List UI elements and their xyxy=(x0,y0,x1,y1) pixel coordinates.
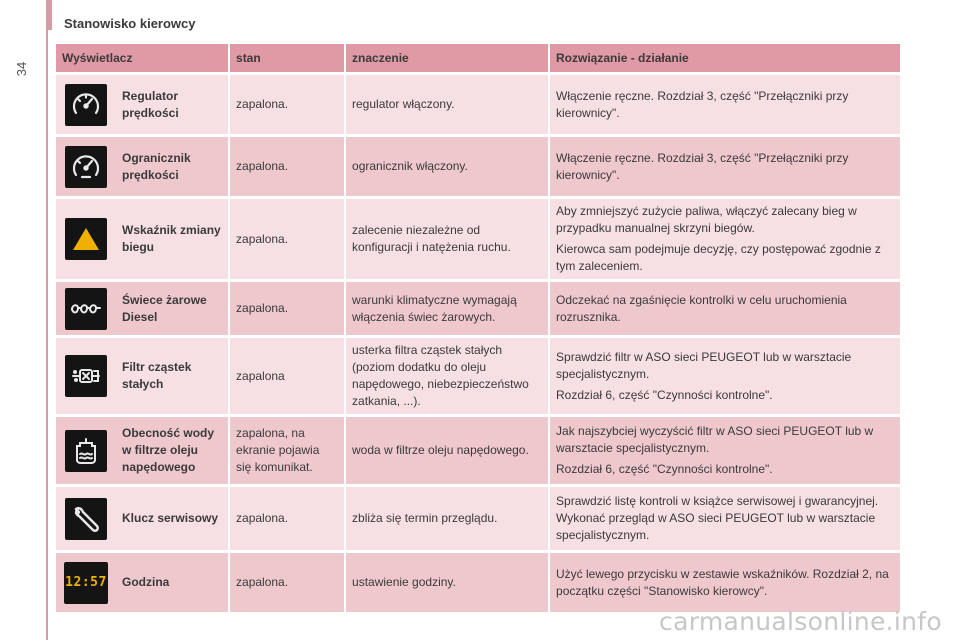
indicator-meaning: warunki klimatyczne wymagają włączenia ś… xyxy=(346,279,551,335)
wrench-icon xyxy=(65,497,107,540)
indicator-state: zapalona. xyxy=(230,279,347,335)
indicator-meaning: ustawienie godziny. xyxy=(346,550,551,612)
indicator-name: Filtr cząstek stałych xyxy=(116,335,231,414)
indicator-name: Regulator prędkości xyxy=(116,72,231,134)
indicator-state: zapalona. xyxy=(230,196,347,279)
table-row: 12:57 Godzina zapalona. ustawienie godzi… xyxy=(56,550,903,612)
indicator-solution: Sprawdzić filtr w ASO sieci PEUGEOT lub … xyxy=(550,335,903,414)
header-solution: Rozwiązanie - działanie xyxy=(550,44,903,72)
solution-text: Sprawdzić filtr w ASO sieci PEUGEOT lub … xyxy=(556,349,852,381)
indicator-state: zapalona. xyxy=(230,134,347,196)
table-row: Ogranicznik prędkości zapalona. ogranicz… xyxy=(56,134,903,196)
solution-text: Odczekać na zgaśnięcie kontrolki w celu … xyxy=(556,292,847,324)
speed-limiter-icon xyxy=(65,145,107,188)
icon-cell xyxy=(56,414,116,484)
clock-display-digits: 12:57 xyxy=(65,575,107,590)
indicator-solution: Użyć lewego przycisku w zestawie wskaźni… xyxy=(550,550,903,612)
solution-text: Kierowca sam podejmuje decyzję, czy post… xyxy=(556,242,881,273)
indicator-solution: Jak najszybciej wyczyścić filtr w ASO si… xyxy=(550,414,903,484)
solution-text: Jak najszybciej wyczyścić filtr w ASO si… xyxy=(556,424,874,455)
indicator-solution: Aby zmniejszyć zużycie paliwa, włączyć z… xyxy=(550,196,903,279)
indicator-state: zapalona xyxy=(230,335,347,414)
indicator-solution: Odczekać na zgaśnięcie kontrolki w celu … xyxy=(550,279,903,335)
table-row: Filtr cząstek stałych zapalona usterka f… xyxy=(56,335,903,414)
table-row: Klucz serwisowy zapalona. zbliża się ter… xyxy=(56,484,903,550)
icon-cell xyxy=(56,484,116,550)
icon-cell xyxy=(56,134,116,196)
solution-text: Włączenie ręczne. Rozdział 3, część "Prz… xyxy=(556,88,849,120)
solution-text: Włączenie ręczne. Rozdział 3, część "Prz… xyxy=(556,150,849,182)
indicator-name: Świece żarowe Diesel xyxy=(116,279,231,335)
glow-plug-icon xyxy=(65,287,107,330)
icon-cell xyxy=(56,335,116,414)
side-rule xyxy=(46,0,48,640)
header-state: stan xyxy=(230,44,347,72)
indicator-name: Obecność wody w filtrze oleju napędowego xyxy=(116,414,231,484)
header-meaning: znaczenie xyxy=(346,44,551,72)
table-row: Świece żarowe Diesel zapalona. warunki k… xyxy=(56,279,903,335)
clock-display-icon: 12:57 xyxy=(64,561,108,604)
indicator-meaning: woda w filtrze oleju napędowego. xyxy=(346,414,551,484)
page-number: 34 xyxy=(14,61,29,77)
indicator-meaning: ogranicznik włączony. xyxy=(346,134,551,196)
top-rule xyxy=(46,0,52,30)
icon-cell xyxy=(56,279,116,335)
indicator-name: Klucz serwisowy xyxy=(116,484,231,550)
solution-text: Rozdział 6, część "Czynności kontrolne". xyxy=(556,462,773,476)
indicator-name: Ogranicznik prędkości xyxy=(116,134,231,196)
table-row: Obecność wody w filtrze oleju napędowego… xyxy=(56,414,903,484)
indicator-state: zapalona. xyxy=(230,550,347,612)
indicator-solution: Włączenie ręczne. Rozdział 3, część "Prz… xyxy=(550,72,903,134)
solution-text: Użyć lewego przycisku w zestawie wskaźni… xyxy=(556,566,889,598)
table-row: Wskaźnik zmiany biegu zapalona. zaleceni… xyxy=(56,196,903,279)
table-header-row: Wyświetlacz stan znaczenie Rozwiązanie -… xyxy=(56,44,903,72)
water-in-diesel-icon xyxy=(65,429,107,472)
particle-filter-icon xyxy=(65,355,107,397)
solution-text: Rozdział 6, część "Czynności kontrolne". xyxy=(556,387,773,402)
solution-text: Aby zmniejszyć zużycie paliwa, włączyć z… xyxy=(556,204,857,235)
indicator-meaning: zbliża się termin przeglądu. xyxy=(346,484,551,550)
gear-shift-triangle-icon xyxy=(65,218,107,260)
indicator-name: Wskaźnik zmiany biegu xyxy=(116,196,231,279)
indicator-state: zapalona, na ekranie pojawia się komunik… xyxy=(230,414,347,484)
table-row: Regulator prędkości zapalona. regulator … xyxy=(56,72,903,134)
indicator-meaning: zalecenie niezależne od konfiguracji i n… xyxy=(346,196,551,279)
indicator-solution: Włączenie ręczne. Rozdział 3, część "Prz… xyxy=(550,134,903,196)
header-display: Wyświetlacz xyxy=(56,44,231,72)
section-title: Stanowisko kierowcy xyxy=(64,16,196,31)
indicator-meaning: usterka filtra cząstek stałych (poziom d… xyxy=(346,335,551,414)
speedometer-icon xyxy=(65,83,107,126)
icon-cell: 12:57 xyxy=(56,550,116,612)
icon-cell xyxy=(56,72,116,134)
indicator-state: zapalona. xyxy=(230,484,347,550)
watermark: carmanualsonline.info xyxy=(659,607,942,636)
solution-text: Sprawdzić listę kontroli w książce serwi… xyxy=(556,494,879,542)
indicator-table: Wyświetlacz stan znaczenie Rozwiązanie -… xyxy=(56,44,903,612)
indicator-solution: Sprawdzić listę kontroli w książce serwi… xyxy=(550,484,903,550)
indicator-meaning: regulator włączony. xyxy=(346,72,551,134)
icon-cell xyxy=(56,196,116,279)
indicator-state: zapalona. xyxy=(230,72,347,134)
indicator-name: Godzina xyxy=(116,550,231,612)
